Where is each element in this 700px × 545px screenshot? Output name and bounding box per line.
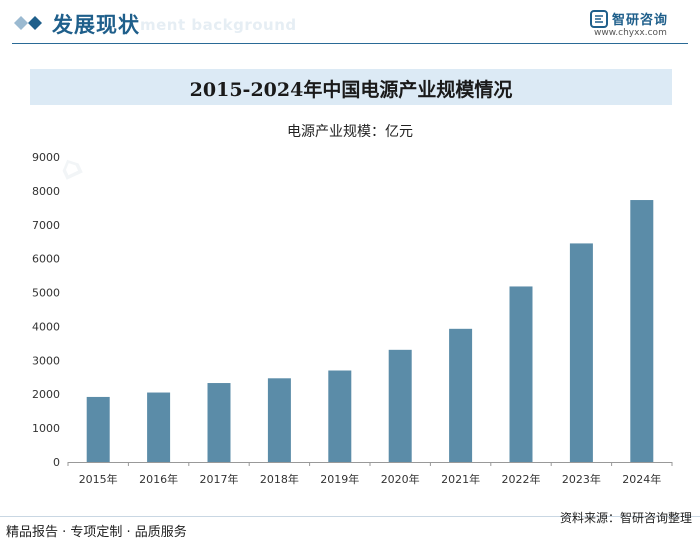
diamond-icon	[14, 16, 42, 30]
bar	[86, 396, 110, 462]
x-tick-label: 2023年	[562, 472, 601, 486]
bar	[147, 392, 171, 462]
y-tick-label: 3000	[32, 354, 60, 367]
section-subtitle: ment background	[140, 16, 297, 34]
y-tick-label: 5000	[32, 287, 60, 300]
bar	[449, 328, 473, 462]
y-tick-label: 2000	[32, 388, 60, 401]
y-tick-label: 9000	[32, 151, 60, 164]
x-tick-label: 2015年	[79, 472, 118, 486]
x-tick-label: 2018年	[260, 472, 299, 486]
bar-chart: 0 1000 2000 3000 4000 5000 6000 7000 8000 9000 201…	[32, 151, 673, 486]
x-tick-label: 2024年	[622, 472, 661, 486]
x-tick-label: 2019年	[320, 472, 359, 486]
brand-url: www.chyxx.com	[594, 28, 667, 38]
source-note: 资料来源：智研咨询整理	[559, 511, 692, 525]
bar	[267, 378, 291, 462]
header-divider	[12, 43, 688, 44]
x-tick-label: 2022年	[502, 472, 541, 486]
chart-title: 2015-2024年中国电源产业规模情况	[189, 79, 513, 101]
x-tick-label: 2016年	[139, 472, 178, 486]
x-tick-label: 2020年	[381, 472, 420, 486]
bar	[569, 243, 593, 462]
chart-title-banner: 2015-2024年中国电源产业规模情况	[30, 69, 672, 105]
bar	[630, 200, 654, 462]
y-tick-label: 1000	[32, 422, 60, 435]
brand: 智研咨询 www.chyxx.com	[590, 8, 686, 40]
footer-divider	[0, 516, 700, 517]
y-tick-label: 6000	[32, 253, 60, 266]
brand-name: 智研咨询	[612, 13, 669, 28]
footer: 精品报告 · 专项定制 · 品质服务 资料来源：智研咨询整理	[0, 506, 700, 545]
section-title: 发展现状	[52, 13, 140, 37]
y-tick-label: 7000	[32, 219, 60, 232]
bar	[509, 286, 533, 462]
bar	[328, 370, 352, 462]
footer-slogan: 精品报告 · 专项定制 · 品质服务	[6, 525, 187, 540]
y-tick-label: 0	[53, 456, 60, 469]
header: 发展现状 ment background 智研咨询 www.chyxx.com	[0, 0, 700, 48]
x-tick-label: 2017年	[200, 472, 239, 486]
y-tick-label: 4000	[32, 320, 60, 333]
bar	[207, 383, 231, 462]
bar	[388, 349, 412, 462]
y-tick-label: 8000	[32, 185, 60, 198]
unit-label: 电源产业规模：亿元	[287, 124, 413, 140]
x-tick-label: 2021年	[441, 472, 480, 486]
brand-logo-icon	[590, 10, 608, 28]
